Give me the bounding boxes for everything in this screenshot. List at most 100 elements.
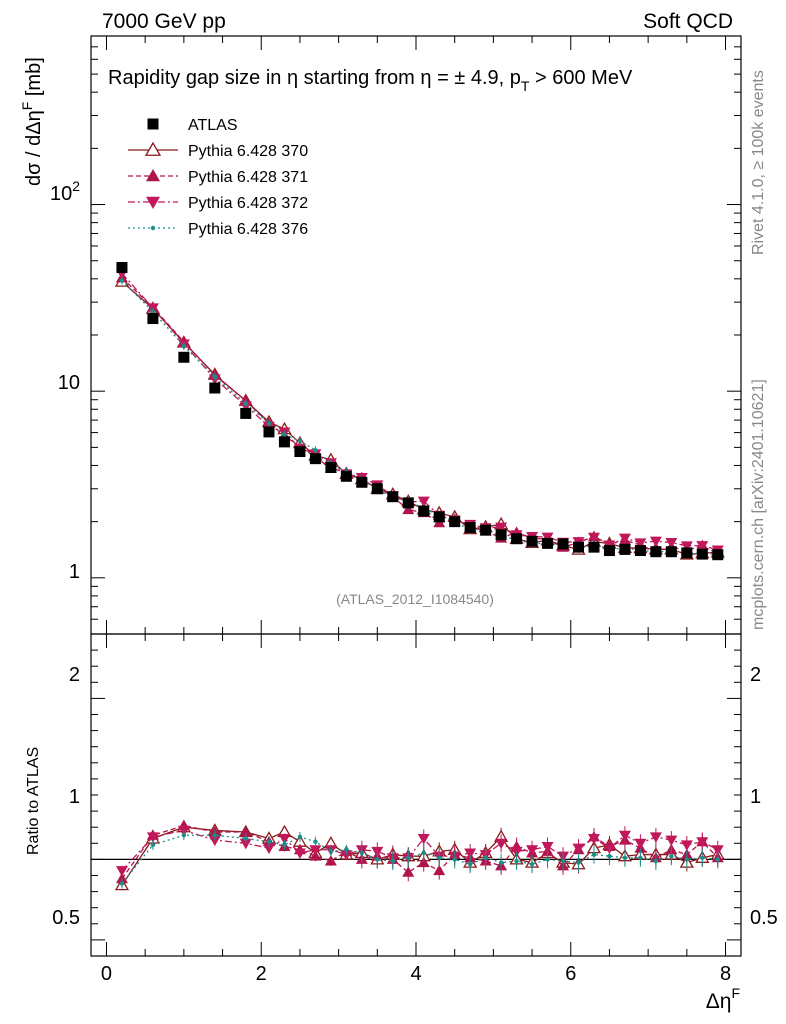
ratio-point-3 <box>452 857 457 862</box>
atlas-data-point <box>619 543 631 555</box>
ratio-point-3 <box>483 855 488 860</box>
atlas-data-point <box>325 462 337 474</box>
ratio-point-2 <box>572 843 585 855</box>
ratio-plot-data <box>91 819 741 891</box>
ratio-point-3 <box>700 855 705 860</box>
series-point-3 <box>297 438 303 444</box>
atlas-data-point <box>665 546 677 558</box>
atlas-data-point <box>495 529 507 541</box>
ratio-point-2 <box>649 832 662 843</box>
atlas-data-point <box>511 533 523 545</box>
ratio-point-3 <box>181 833 187 838</box>
legend-label-4: Pythia 6.428 376 <box>188 221 308 238</box>
ratio-line-1 <box>121 824 719 880</box>
series-point-3 <box>212 374 218 379</box>
ratio-point-3 <box>467 862 473 867</box>
x-axis-label-sup: F <box>731 985 740 1001</box>
atlas-data-point <box>681 547 693 559</box>
atlas-data-point <box>340 470 352 482</box>
atlas-data-point <box>387 491 399 503</box>
legend-label-1: Pythia 6.428 370 <box>188 143 308 160</box>
ratio-point-2 <box>680 840 693 851</box>
ratio-point-1 <box>433 864 446 876</box>
series-point-2 <box>495 522 508 534</box>
y-tick-label-1: 1 <box>69 561 80 583</box>
ratio-tick-label-1-right: 1 <box>750 786 761 808</box>
ratio-point-2 <box>278 833 291 845</box>
ratio-point-1 <box>239 826 252 837</box>
series-point-3 <box>119 278 125 283</box>
atlas-data-point <box>480 524 492 536</box>
atlas-data-point <box>294 446 306 458</box>
y-axis-label-unit: [mb] <box>23 57 45 101</box>
ratio-point-3 <box>560 858 566 864</box>
legend: ATLAS Pythia 6.428 370 Pythia 6.428 371 Pyt… <box>128 117 308 238</box>
series-point-3 <box>150 309 156 314</box>
ratio-point-2 <box>634 838 647 850</box>
ratio-point-2 <box>208 835 221 847</box>
series-line-1 <box>121 277 719 555</box>
ratio-tick-label-05-right: 0.5 <box>750 907 778 929</box>
ratio-point-3 <box>297 834 303 840</box>
atlas-data-point <box>278 436 290 448</box>
ratio-point-3 <box>328 849 334 854</box>
ratio-point-3 <box>421 850 426 856</box>
legend-label-0: ATLAS <box>188 117 238 134</box>
main-plot-data <box>114 261 725 561</box>
x-tick-labels: 0 2 4 6 8 <box>101 963 731 985</box>
ratio-point-2 <box>587 833 600 845</box>
axis-ticks <box>91 35 741 956</box>
header-right: Soft QCD <box>643 10 733 33</box>
atlas-data-point <box>588 541 600 553</box>
analysis-watermark: (ATLAS_2012_I1084540) <box>336 591 494 607</box>
y-tick-label-100: 102 <box>50 178 80 205</box>
ratio-point-3 <box>119 881 125 886</box>
y-axis-label: dσ / dΔηF [mb] <box>19 57 45 186</box>
series-point-2 <box>618 533 631 545</box>
ratio-point-2 <box>340 850 353 861</box>
atlas-data-point <box>433 511 445 523</box>
ratio-point-3 <box>715 857 720 862</box>
atlas-data-point <box>650 546 662 558</box>
ratio-point-3 <box>375 857 380 862</box>
series-point-2 <box>680 541 693 552</box>
ratio-point-1 <box>402 866 415 877</box>
atlas-data-point <box>178 351 190 363</box>
ratio-tick-label-1-left: 1 <box>69 786 80 808</box>
ratio-point-3 <box>684 857 690 862</box>
ratio-point-3 <box>359 850 365 856</box>
atlas-data-point <box>634 545 646 557</box>
atlas-data-point <box>240 407 252 419</box>
atlas-data-point <box>573 541 584 553</box>
atlas-data-point <box>371 483 383 495</box>
ratio-point-3 <box>545 857 550 862</box>
ratio-point-2 <box>146 832 159 843</box>
series-point-3 <box>243 401 248 406</box>
ratio-point-2 <box>665 835 678 847</box>
ratio-point-2 <box>696 837 709 848</box>
ratio-point-2 <box>464 848 477 859</box>
ratio-point-3 <box>282 842 287 848</box>
ratio-point-3 <box>669 853 674 859</box>
ratio-plot-frame <box>90 633 742 957</box>
ratio-point-2 <box>526 845 539 856</box>
legend-marker-2 <box>146 169 160 182</box>
ratio-point-3 <box>243 836 248 841</box>
ratio-point-3 <box>406 855 411 860</box>
ratio-point-3 <box>313 839 318 844</box>
side-label-bottom: mcplots.cern.ch [arXiv:2401.10621] <box>750 379 767 630</box>
atlas-data-point <box>116 261 128 273</box>
ratio-tick-label-05-left: 0.5 <box>52 907 80 929</box>
ratio-point-2 <box>495 838 508 850</box>
ratio-point-2 <box>541 842 554 853</box>
y-axis-label-sup: F <box>19 102 35 111</box>
x-tick-label-0: 0 <box>101 963 112 985</box>
atlas-data-point <box>696 548 708 560</box>
header-left: 7000 GeV pp <box>102 10 226 33</box>
ratio-point-2 <box>262 843 275 855</box>
title-part-c: η = ± 4.9, p <box>420 67 521 89</box>
atlas-data-point <box>356 476 368 488</box>
ratio-point-3 <box>390 858 395 864</box>
atlas-data-point <box>402 497 414 509</box>
ratio-point-3 <box>514 858 519 864</box>
